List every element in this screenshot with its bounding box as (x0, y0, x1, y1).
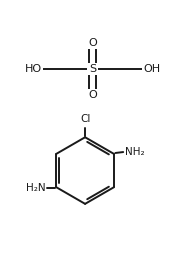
Text: HO: HO (25, 64, 42, 74)
Text: O: O (88, 38, 97, 48)
Text: NH₂: NH₂ (125, 147, 145, 157)
Text: Cl: Cl (80, 114, 90, 124)
Text: O: O (88, 90, 97, 100)
Text: OH: OH (143, 64, 160, 74)
Text: S: S (89, 64, 96, 74)
Text: H₂N: H₂N (26, 183, 45, 193)
